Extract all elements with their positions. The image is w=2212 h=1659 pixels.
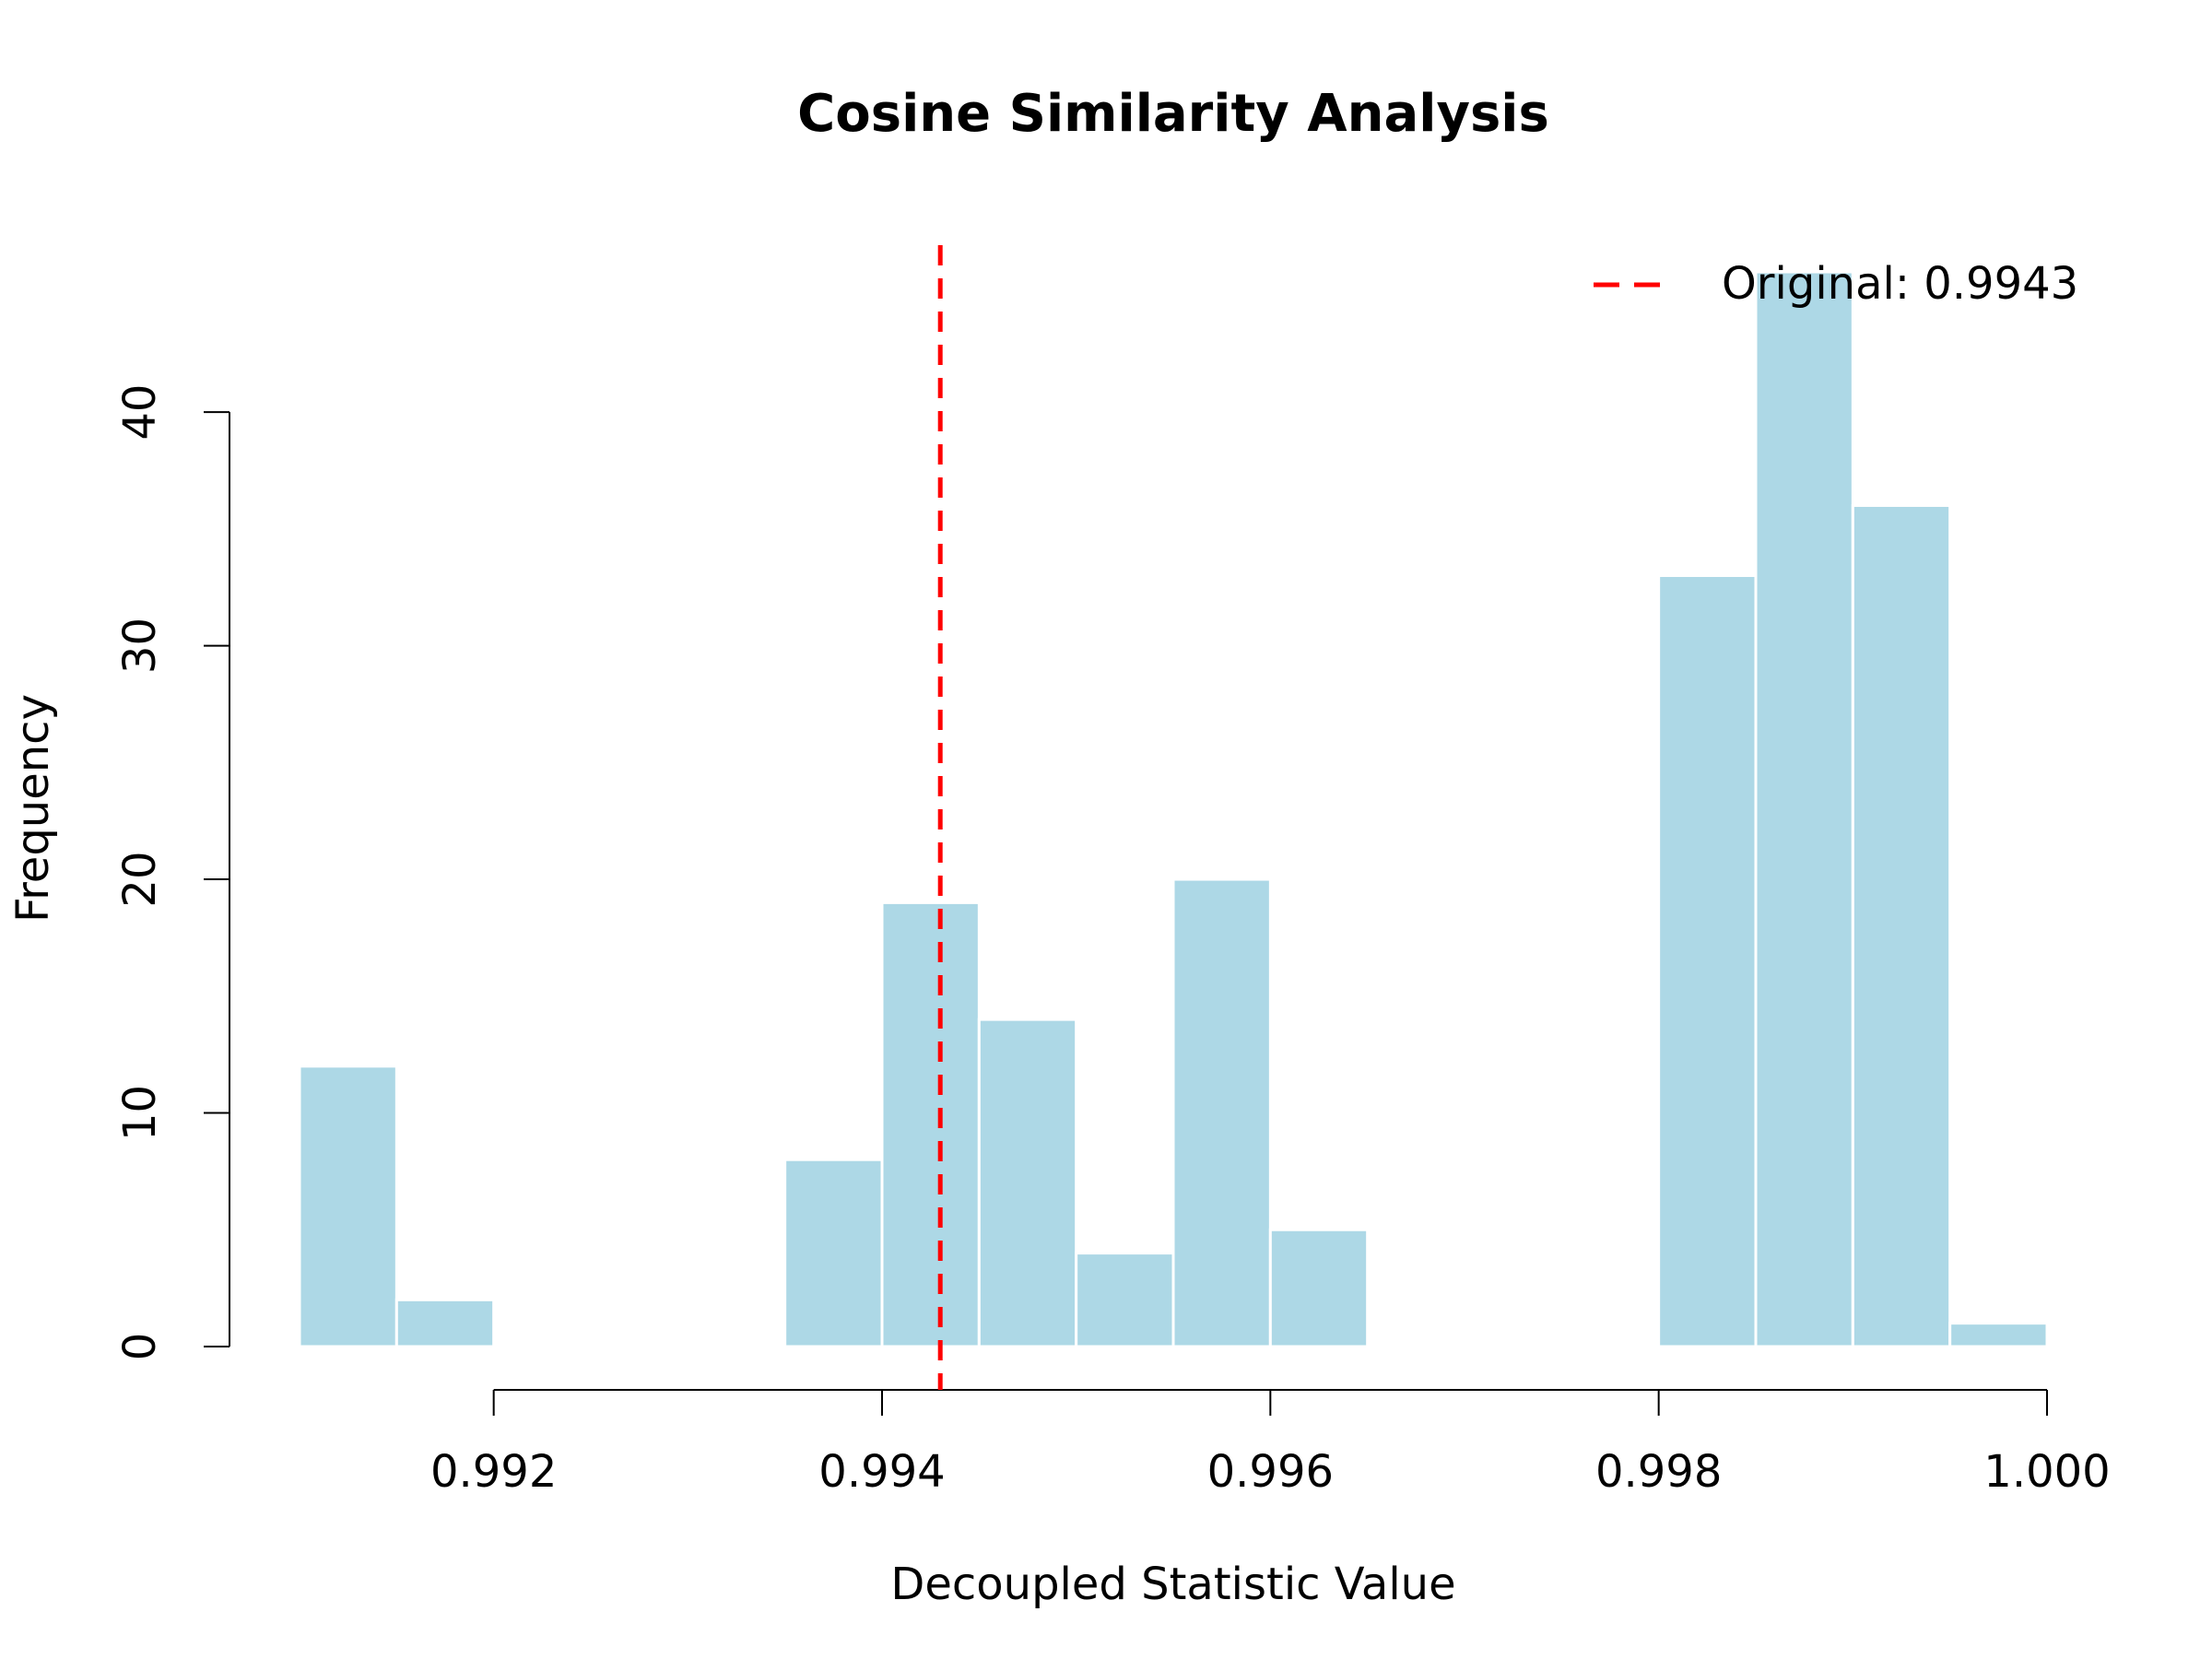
bar <box>783 1158 884 1348</box>
bar <box>1851 503 1952 1348</box>
y-tick-label: 10 <box>114 1085 166 1141</box>
bar <box>298 1065 398 1348</box>
x-tick-label: 0.996 <box>1207 1446 1334 1498</box>
x-tick-label: 0.992 <box>430 1446 557 1498</box>
bar <box>1657 574 1758 1348</box>
bar <box>1948 1322 2049 1348</box>
y-tick-label: 30 <box>114 618 166 674</box>
bar <box>1268 1228 1370 1348</box>
x-tick-label: 0.998 <box>1595 1446 1722 1498</box>
bar <box>394 1298 496 1348</box>
x-tick-label: 1.000 <box>1983 1446 2110 1498</box>
x-axis-label: Decoupled Statistic Value <box>890 1559 1455 1610</box>
bar <box>880 900 981 1348</box>
y-tick-label: 40 <box>114 384 166 441</box>
y-axis-label: Frequency <box>7 694 59 923</box>
y-tick-label: 0 <box>114 1333 166 1361</box>
x-tick-label: 0.994 <box>818 1446 945 1498</box>
bar <box>1754 270 1854 1348</box>
bar <box>977 1018 1078 1348</box>
y-tick-label: 20 <box>114 852 166 908</box>
bar <box>1171 877 1272 1348</box>
bar <box>1075 1252 1175 1348</box>
chart-title: Cosine Similarity Analysis <box>797 84 1549 144</box>
legend-label: Original: 0.9943 <box>1722 258 2078 310</box>
